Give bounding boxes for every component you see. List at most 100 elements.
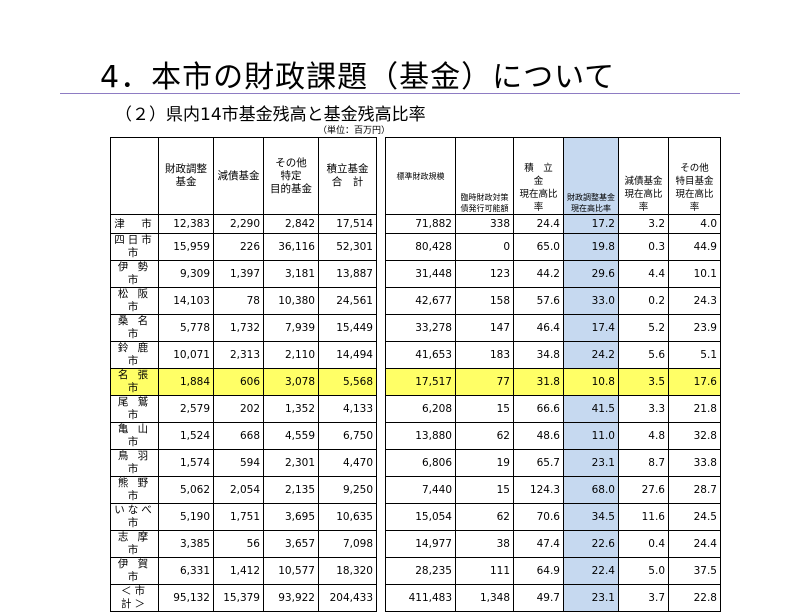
table-cell: 1,524 <box>158 422 214 450</box>
header-standard-fiscal-scale: 標準財政規模 <box>385 137 456 215</box>
header-reserve-ratio: 積 立 金 現在高比率 <box>513 137 564 215</box>
table-cell: 3,385 <box>158 530 214 558</box>
table-cell: 13,887 <box>318 260 377 288</box>
table-cell: 33.0 <box>563 287 619 315</box>
table-cell: 0.3 <box>618 233 669 261</box>
table-cell: 338 <box>455 214 514 234</box>
table-cell: 15,054 <box>385 503 456 531</box>
table-cell: 202 <box>213 395 264 423</box>
table-cell: 10.1 <box>668 260 721 288</box>
table-cell: 28.7 <box>668 476 721 504</box>
table-cell: 95,132 <box>158 584 214 612</box>
table-cell: 2,054 <box>213 476 264 504</box>
table-cell: 78 <box>213 287 264 315</box>
table-cell: 7,440 <box>385 476 456 504</box>
table-cell: 14,977 <box>385 530 456 558</box>
column-gap <box>376 368 386 396</box>
table-row: 鳥 羽 市 1,574 594 2,301 4,470 6,806 19 65.7 23.1 8.… <box>110 449 721 477</box>
column-gap <box>376 260 386 288</box>
table-cell: 147 <box>455 314 514 342</box>
table-cell: 3.5 <box>618 368 669 396</box>
table-cell: 22.4 <box>563 557 619 585</box>
table-cell: 66.6 <box>513 395 564 423</box>
table-cell: 3.3 <box>618 395 669 423</box>
table-cell: 3,181 <box>263 260 319 288</box>
table-row: 四日市市 15,959 226 36,116 52,301 80,428 0 65.0 19.8… <box>110 233 721 261</box>
city-name: 熊 野 市 <box>110 476 159 504</box>
city-name: 松 阪 市 <box>110 287 159 315</box>
table-cell: 17.4 <box>563 314 619 342</box>
header-other-specific-fund: その他 特定 目的基金 <box>263 137 319 215</box>
table-cell: 2,290 <box>213 214 264 234</box>
table-cell: 5,778 <box>158 314 214 342</box>
table-cell: 5,062 <box>158 476 214 504</box>
table-cell: 34.5 <box>563 503 619 531</box>
table-cell: 34.8 <box>513 341 564 369</box>
table-cell: 11.0 <box>563 422 619 450</box>
table-cell: 19.8 <box>563 233 619 261</box>
table-cell: 17.6 <box>668 368 721 396</box>
table-cell: 80,428 <box>385 233 456 261</box>
table-cell: 65.0 <box>513 233 564 261</box>
table-cell: 111 <box>455 557 514 585</box>
section-subtitle: （２）県内14市基金残高と基金残高比率 <box>115 105 426 125</box>
table-cell: 24.4 <box>668 530 721 558</box>
table-row: 松 阪 市 14,103 78 10,380 24,561 42,677 158 57.6 33… <box>110 287 721 315</box>
table-cell: 158 <box>455 287 514 315</box>
column-gap <box>376 422 386 450</box>
table-cell: 4,470 <box>318 449 377 477</box>
table-cell: 62 <box>455 503 514 531</box>
table-cell: 38 <box>455 530 514 558</box>
table-cell: 8.7 <box>618 449 669 477</box>
table-cell: 3,695 <box>263 503 319 531</box>
page-title: 4．本市の財政課題（基金）について <box>100 60 616 95</box>
column-gap <box>376 341 386 369</box>
table-cell: 4,133 <box>318 395 377 423</box>
table-cell: 2,301 <box>263 449 319 477</box>
title-divider <box>60 93 740 94</box>
city-name: 鳥 羽 市 <box>110 449 159 477</box>
table-cell: 36,116 <box>263 233 319 261</box>
table-cell: 2,579 <box>158 395 214 423</box>
table-cell: 28,235 <box>385 557 456 585</box>
table-cell: 65.7 <box>513 449 564 477</box>
table-cell: 594 <box>213 449 264 477</box>
table-cell: 15,379 <box>213 584 264 612</box>
table-row: 志 摩 市 3,385 56 3,657 7,098 14,977 38 47.4 22.6 0.… <box>110 530 721 558</box>
city-name: 志 摩 市 <box>110 530 159 558</box>
column-gap <box>376 214 386 234</box>
table-cell: 64.9 <box>513 557 564 585</box>
table-cell: 15 <box>455 395 514 423</box>
table-cell: 44.2 <box>513 260 564 288</box>
table-cell: 2,313 <box>213 341 264 369</box>
city-name: 伊 勢 市 <box>110 260 159 288</box>
table-cell: 5,190 <box>158 503 214 531</box>
column-gap <box>376 476 386 504</box>
table-cell: 1,884 <box>158 368 214 396</box>
table-cell: 10,635 <box>318 503 377 531</box>
table-cell: 49.7 <box>513 584 564 612</box>
city-name: 津 市 <box>110 214 159 234</box>
table-cell: 124.3 <box>513 476 564 504</box>
table-row: 鈴 鹿 市 10,071 2,313 2,110 14,494 41,653 183 34.8… <box>110 341 721 369</box>
table-cell: 24.3 <box>668 287 721 315</box>
city-name: 亀 山 市 <box>110 422 159 450</box>
table-cell: 3,078 <box>263 368 319 396</box>
table-cell: 4,559 <box>263 422 319 450</box>
table-cell: 47.4 <box>513 530 564 558</box>
table-cell: 1,352 <box>263 395 319 423</box>
table-cell: 3,657 <box>263 530 319 558</box>
table-row: ＜市 計＞ 95,132 15,379 93,922 204,433 411,483 1,3… <box>110 584 721 612</box>
table-cell: 15 <box>455 476 514 504</box>
table-cell: 13,880 <box>385 422 456 450</box>
column-gap <box>376 287 386 315</box>
table-cell: 10,577 <box>263 557 319 585</box>
table-cell: 27.6 <box>618 476 669 504</box>
table-cell: 70.6 <box>513 503 564 531</box>
table-cell: 37.5 <box>668 557 721 585</box>
table-row: 桑 名 市 5,778 1,732 7,939 15,449 33,278 147 46.4 1… <box>110 314 721 342</box>
table-cell: 42,677 <box>385 287 456 315</box>
table-cell: 6,208 <box>385 395 456 423</box>
table-row: 熊 野 市 5,062 2,054 2,135 9,250 7,440 15 124.3 68.… <box>110 476 721 504</box>
table-cell: 93,922 <box>263 584 319 612</box>
